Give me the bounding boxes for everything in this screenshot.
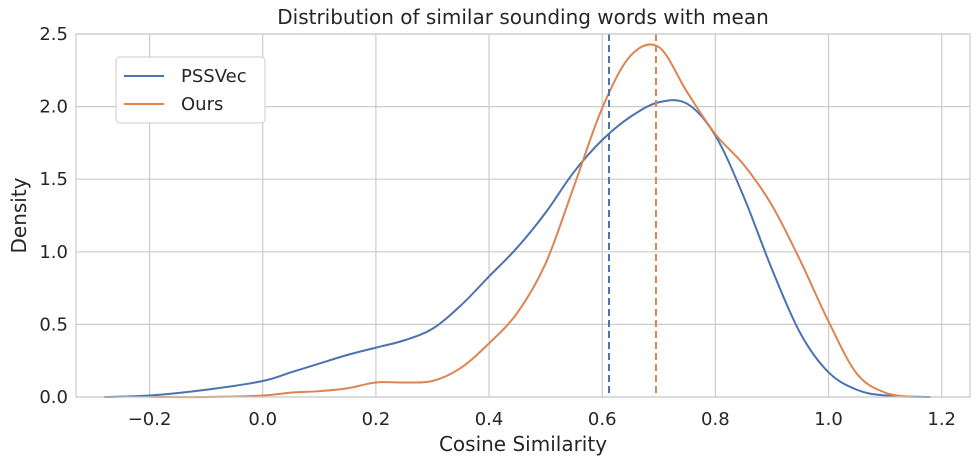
legend-label-pssvec: PSSVec [181, 66, 247, 87]
x-tick-label: 0.8 [701, 409, 730, 430]
x-tick-label: 0.0 [248, 409, 277, 430]
legend: PSSVec Ours [115, 56, 266, 124]
legend-label-ours: Ours [181, 94, 223, 115]
x-tick-label: 0.2 [362, 409, 391, 430]
y-tick-label: 1.5 [39, 169, 68, 190]
y-tick-label: 2.5 [39, 24, 68, 45]
y-tick-label: 1.0 [39, 242, 68, 263]
tick-labels: −0.2 0.0 0.2 0.4 0.6 0.8 1.0 1.2 0.0 0.5 1.0 1.5 2.0… [39, 24, 956, 430]
y-tick-label: 0.5 [39, 314, 68, 335]
x-tick-label: 1.2 [927, 409, 956, 430]
x-tick-label: −0.2 [128, 409, 172, 430]
series-line-ours [149, 43, 914, 399]
density-curves [104, 43, 931, 399]
x-axis-label: Cosine Similarity [439, 432, 607, 456]
x-tick-label: 0.6 [588, 409, 617, 430]
mean-lines [608, 34, 657, 397]
chart-title: Distribution of similar sounding words w… [277, 5, 769, 29]
legend-box [115, 56, 266, 124]
plot-border [75, 33, 971, 398]
x-tick-label: 1.0 [814, 409, 843, 430]
y-tick-label: 0.0 [39, 387, 68, 408]
y-axis-label: Density [7, 177, 31, 253]
series-line-pssvec [104, 99, 931, 398]
y-tick-label: 2.0 [39, 97, 68, 118]
plot-frame [75, 33, 971, 398]
x-tick-label: 0.4 [475, 409, 504, 430]
